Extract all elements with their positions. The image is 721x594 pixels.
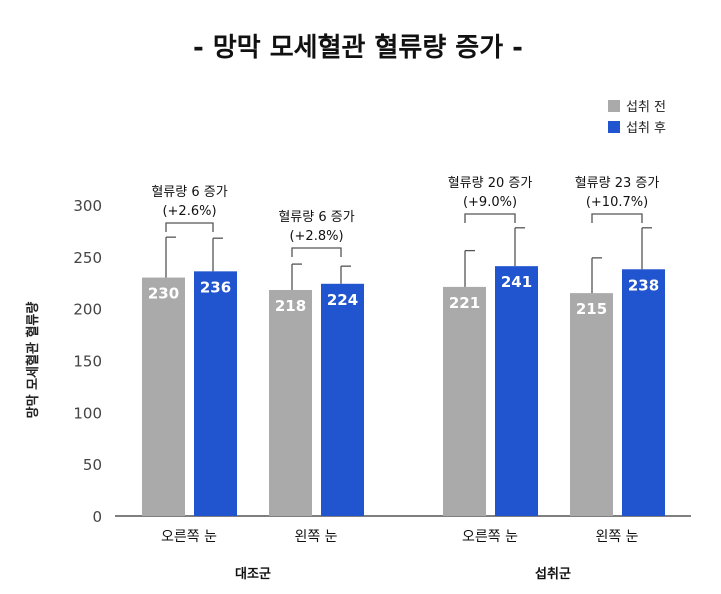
annotation-line1: 혈류량 23 증가: [575, 176, 660, 191]
annotation-line2: (+9.0%): [463, 195, 517, 210]
comparison-bracket: [591, 213, 643, 223]
annotation-line2: (+2.8%): [289, 229, 343, 244]
bar: [194, 271, 237, 516]
annotation-line1: 혈류량 6 증가: [151, 185, 227, 200]
bar-value-label: 221: [449, 294, 480, 312]
bar-value-label: 224: [327, 291, 358, 309]
bar-value-label: 230: [148, 285, 179, 303]
legend-label-before: 섭취 전: [626, 100, 666, 115]
legend: 섭취 전 섭취 후: [608, 100, 666, 136]
chart-title: - 망막 모세혈관 혈류량 증가 -: [193, 33, 523, 63]
legend-label-after: 섭취 후: [626, 121, 666, 136]
y-tick-label: 50: [83, 456, 102, 474]
comparison-bracket: [291, 247, 342, 257]
y-tick-label: 100: [73, 404, 102, 422]
y-tick-label: 150: [73, 353, 102, 371]
bar: [321, 283, 364, 516]
bar-value-label: 236: [200, 278, 231, 296]
y-tick-label: 250: [73, 249, 102, 267]
legend-swatch-before: [608, 100, 620, 112]
bar: [622, 269, 665, 516]
annotation-line1: 혈류량 6 증가: [278, 210, 354, 225]
x-tick-label: 오른쪽 눈: [161, 529, 217, 545]
group-label: 섭취군: [535, 566, 571, 582]
bar-value-label: 215: [576, 300, 607, 318]
bar: [570, 293, 613, 516]
annotation-line2: (+2.6%): [162, 204, 216, 219]
bar: [142, 277, 185, 516]
x-tick-label: 왼쪽 눈: [294, 529, 337, 545]
y-tick-label: 200: [73, 301, 102, 319]
comparison-bracket: [165, 222, 214, 232]
group-label: 대조군: [235, 567, 271, 582]
bar: [443, 286, 486, 516]
comparison-bracket: [464, 213, 516, 223]
annotation-line2: (+10.7%): [586, 195, 648, 210]
y-tick-label: 0: [92, 508, 102, 526]
x-tick-label: 왼쪽 눈: [595, 529, 638, 545]
bar-value-label: 238: [628, 276, 659, 294]
legend-swatch-after: [608, 121, 620, 133]
bar-value-label: 241: [501, 273, 532, 291]
annotation-line1: 혈류량 20 증가: [448, 176, 533, 191]
x-tick-label: 오른쪽 눈: [462, 529, 518, 545]
bar: [269, 290, 312, 516]
y-tick-label: 300: [73, 197, 102, 215]
y-axis-label: 망막 모세혈관 혈류량: [25, 302, 41, 419]
bar: [495, 266, 538, 516]
bar-value-label: 218: [275, 297, 306, 315]
